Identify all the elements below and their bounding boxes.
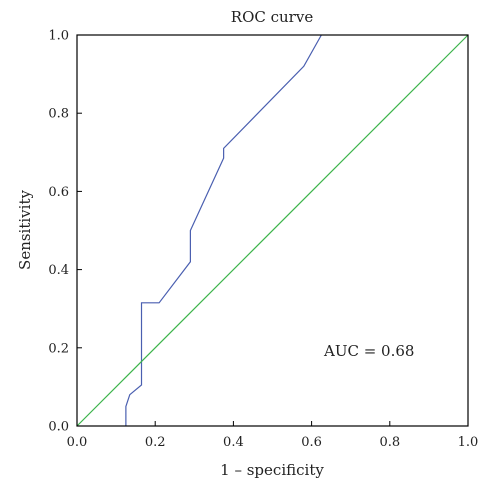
- plot-frame: [76, 34, 469, 427]
- x-axis-label: 1 – specificity: [220, 461, 324, 479]
- auc-annotation: AUC = 0.68: [323, 342, 414, 360]
- chart-title: ROC curve: [231, 8, 314, 26]
- plot-area: [76, 34, 469, 427]
- y-tick-label: 0.6: [48, 185, 69, 200]
- y-tick-label: 0.2: [48, 341, 69, 356]
- x-tick-label: 0.4: [223, 435, 244, 450]
- x-tick-label: 1.0: [458, 435, 479, 450]
- y-tick-label: 1.0: [48, 29, 69, 44]
- x-tick-label: 0.8: [379, 435, 400, 450]
- x-tick-label: 0.0: [67, 435, 88, 450]
- axis-ticks: 0.0 0.2 0.4 0.6 0.8 1.0 0.0 0.2 0.4 0.6 0.8 1.0: [48, 29, 478, 451]
- y-axis-label: Sensitivity: [16, 190, 34, 270]
- x-tick-label: 0.2: [145, 435, 166, 450]
- y-tick-label: 0.8: [48, 107, 69, 122]
- reference-diagonal-line: [76, 34, 469, 427]
- roc-curve-line: [125, 34, 322, 426]
- x-tick-label: 0.6: [301, 435, 322, 450]
- y-tick-label: 0.4: [48, 263, 69, 278]
- y-tick-label: 0.0: [48, 420, 69, 435]
